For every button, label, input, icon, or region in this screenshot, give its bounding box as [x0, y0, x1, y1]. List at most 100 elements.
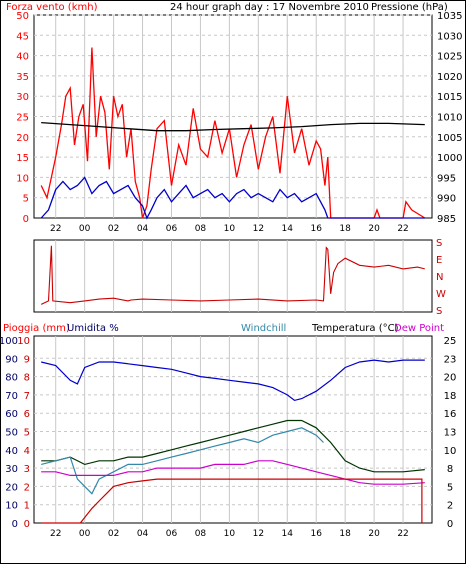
x-tick-label: 22: [397, 529, 408, 539]
humidity-tick-label: 80: [5, 373, 18, 384]
wind-tick-label: 45: [16, 31, 29, 42]
rain-tick-label: 7: [24, 391, 30, 402]
wind-direction-line: [40, 245, 425, 305]
humidity-tick-label: 20: [5, 482, 18, 493]
rain-tick-label: 1: [24, 501, 30, 512]
x-tick-label: 12: [253, 224, 264, 234]
pressure-tick-label: 1035: [437, 11, 462, 22]
x-tick-label: 08: [195, 224, 207, 234]
x-tick-label: 22: [50, 529, 61, 539]
x-tick-label: 04: [137, 224, 149, 234]
pressure-tick-label: 995: [437, 173, 456, 184]
humidity-line: [41, 359, 425, 402]
rain-tick-label: 0: [24, 519, 30, 530]
rain-tick-label: 10: [17, 336, 30, 347]
x-tick-label: 06: [166, 224, 178, 234]
x-tick-label: 18: [339, 529, 351, 539]
temperature-tick-label: 25: [444, 336, 457, 347]
x-tick-label: 08: [195, 529, 207, 539]
chart-title: 24 hour graph day : 17 Novembre 2010: [170, 2, 369, 13]
humidity-axis-label: Umidita %: [67, 323, 119, 334]
avg-wind-line: [40, 176, 425, 220]
humidity-tick-label: 40: [5, 446, 18, 457]
humidity-tick-label: 0: [12, 519, 18, 530]
x-tick-label: 02: [108, 224, 119, 234]
x-tick-label: 22: [50, 224, 61, 234]
pressure-tick-label: 1015: [437, 92, 462, 103]
x-tick-label: 10: [224, 224, 236, 234]
x-tick-label: 18: [339, 224, 351, 234]
humidity-tick-label: 10: [5, 501, 18, 512]
x-tick-label: 16: [310, 529, 322, 539]
x-tick-label: 02: [108, 529, 119, 539]
x-tick-label: 20: [368, 529, 380, 539]
windchill-line: [41, 427, 324, 495]
pressure-tick-label: 1020: [437, 72, 462, 83]
temperature-tick-label: 10: [444, 446, 457, 457]
wind-tick-label: 50: [16, 11, 29, 22]
windchill-label: Windchill: [241, 323, 286, 334]
pressure-tick-label: 1010: [437, 113, 462, 124]
wind-tick-label: 5: [23, 194, 29, 205]
x-tick-label: 12: [253, 529, 264, 539]
wind-tick-label: 0: [23, 214, 29, 225]
dewpoint-label: Dew Point: [394, 323, 444, 334]
direction-tick-label: S: [436, 238, 442, 249]
pressure-tick-label: 990: [437, 194, 456, 205]
wind-tick-label: 35: [16, 72, 29, 83]
wind-tick-label: 30: [16, 92, 29, 103]
direction-tick-label: W: [436, 289, 446, 300]
humidity-tick-label: 30: [5, 464, 18, 475]
panel-direction: [33, 239, 433, 313]
temperature-tick-label: 8: [447, 464, 453, 475]
rain-tick-label: 4: [24, 446, 30, 457]
temperature-tick-label: 20: [444, 373, 457, 384]
rain-tick-label: 5: [24, 428, 30, 439]
pressure-line: [41, 121, 425, 132]
x-tick-label: 00: [79, 224, 91, 234]
temperature-tick-label: 18: [444, 391, 457, 402]
x-tick-label: 14: [282, 224, 294, 234]
pressure-tick-label: 1005: [437, 133, 462, 144]
temperature-label: Temperatura (°C): [311, 323, 399, 334]
rain-tick-label: 9: [24, 354, 30, 365]
wind-axis-label: Forza vento (kmh): [6, 2, 98, 13]
temperature-line: [41, 419, 425, 473]
temperature-tick-label: 16: [444, 409, 457, 420]
wind-tick-label: 10: [16, 173, 29, 184]
x-tick-label: 06: [166, 529, 178, 539]
wind-tick-label: 25: [16, 113, 29, 124]
temperature-tick-label: 5: [447, 482, 453, 493]
rain-axis-label: Pioggia (mm): [3, 323, 70, 334]
temperature-tick-label: 0: [447, 519, 453, 530]
x-tick-label: 00: [79, 529, 91, 539]
pressure-axis-label: Pressione (hPa): [371, 2, 448, 13]
pressure-tick-label: 985: [437, 214, 456, 225]
wind-tick-label: 20: [16, 133, 29, 144]
humidity-tick-label: 100: [0, 336, 18, 347]
x-tick-label: 14: [282, 529, 294, 539]
x-tick-label: 10: [224, 529, 236, 539]
panel-temperature: [33, 335, 433, 524]
dewpoint-line: [41, 460, 425, 485]
x-tick-label: 04: [137, 529, 149, 539]
direction-tick-label: N: [436, 272, 443, 283]
rain-tick-label: 3: [24, 464, 30, 475]
wind-tick-label: 40: [16, 52, 29, 63]
x-tick-label: 20: [368, 224, 380, 234]
rain-tick-label: 6: [24, 409, 30, 420]
pressure-tick-label: 1025: [437, 52, 462, 63]
humidity-tick-label: 70: [5, 391, 18, 402]
humidity-tick-label: 50: [5, 428, 18, 439]
gust-wind-line: [40, 47, 426, 219]
humidity-tick-label: 60: [5, 409, 18, 420]
rain-tick-label: 8: [24, 373, 30, 384]
x-tick-label: 16: [310, 224, 322, 234]
pressure-tick-label: 1000: [437, 153, 462, 164]
temperature-tick-label: 2: [447, 501, 453, 512]
temperature-tick-label: 13: [444, 428, 457, 439]
rain-tick-label: 2: [24, 482, 30, 493]
wind-tick-label: 15: [16, 153, 29, 164]
